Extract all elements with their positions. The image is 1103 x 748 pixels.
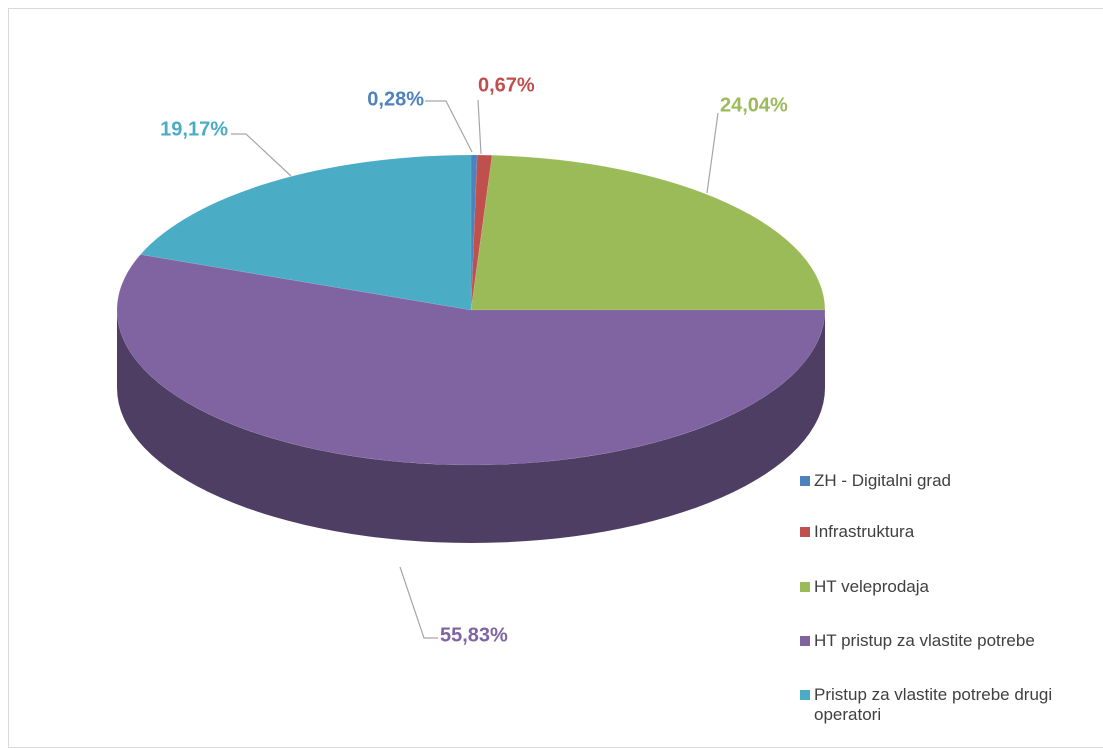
value-label: 55,83% (440, 624, 508, 646)
legend-label: Infrastruktura (814, 522, 915, 541)
pie-slice (470, 154, 478, 311)
value-label: 19,17% (160, 118, 228, 140)
legend-label: Pristup za vlastite potrebe drugi operat… (814, 685, 1053, 724)
value-label: 0,28% (367, 88, 424, 110)
legend-item: HT pristup za vlastite potrebe (800, 631, 1103, 651)
leader-line (425, 100, 473, 153)
chart: 0,28% 0,67% 24,04% 55,83% 19,17% (116, 74, 826, 646)
pie-slice (470, 155, 826, 311)
value-label: 0,67% (478, 74, 535, 96)
legend-item: Infrastruktura (800, 522, 1103, 542)
legend-label: HT veleprodaja (814, 577, 929, 596)
legend-swatch (800, 582, 810, 592)
legend-label: HT pristup za vlastite potrebe (814, 631, 1035, 650)
pie-slice (116, 254, 826, 466)
legend-swatch (800, 690, 810, 700)
legend-swatch (800, 527, 810, 537)
pie-slice (470, 154, 493, 311)
leader-line (399, 566, 438, 639)
legend-item: Pristup za vlastite potrebe drugi operat… (800, 685, 1103, 725)
leader-line (706, 112, 719, 194)
legend-item: HT veleprodaja (800, 577, 1103, 597)
legend-swatch (800, 476, 810, 486)
legend-swatch (800, 636, 810, 646)
legend-label: ZH - Digitalni grad (814, 471, 951, 490)
value-label: 24,04% (720, 94, 788, 116)
pie-slice (139, 154, 472, 311)
leader-line (477, 99, 482, 155)
legend-item: ZH - Digitalni grad (800, 471, 1103, 491)
page: {"chart_data": {"type": "pie", "categori… (8, 8, 1103, 748)
pie-side (117, 310, 825, 543)
leader-line (231, 133, 292, 177)
